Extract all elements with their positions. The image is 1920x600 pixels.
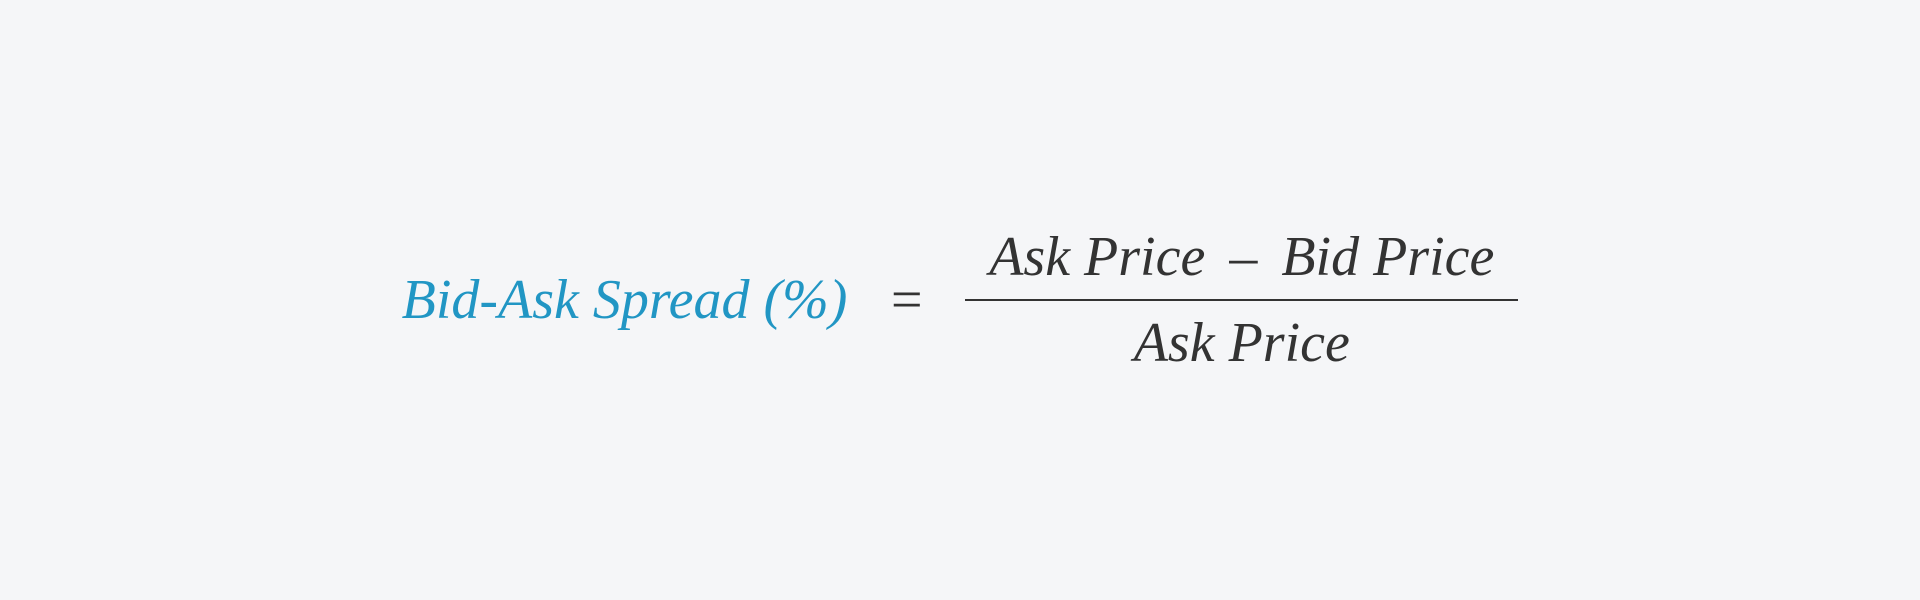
minus-sign: – <box>1229 225 1257 289</box>
numerator-left-term: Ask Price <box>989 225 1205 289</box>
equals-sign: = <box>887 268 925 332</box>
formula-container: Bid-Ask Spread (%) = Ask Price – Bid Pri… <box>402 221 1519 379</box>
numerator: Ask Price – Bid Price <box>965 221 1518 293</box>
numerator-right-term: Bid Price <box>1281 225 1494 289</box>
fraction: Ask Price – Bid Price Ask Price <box>965 221 1518 379</box>
formula-lhs: Bid-Ask Spread (%) <box>402 268 848 332</box>
denominator: Ask Price <box>1134 307 1350 379</box>
fraction-line <box>965 299 1518 301</box>
